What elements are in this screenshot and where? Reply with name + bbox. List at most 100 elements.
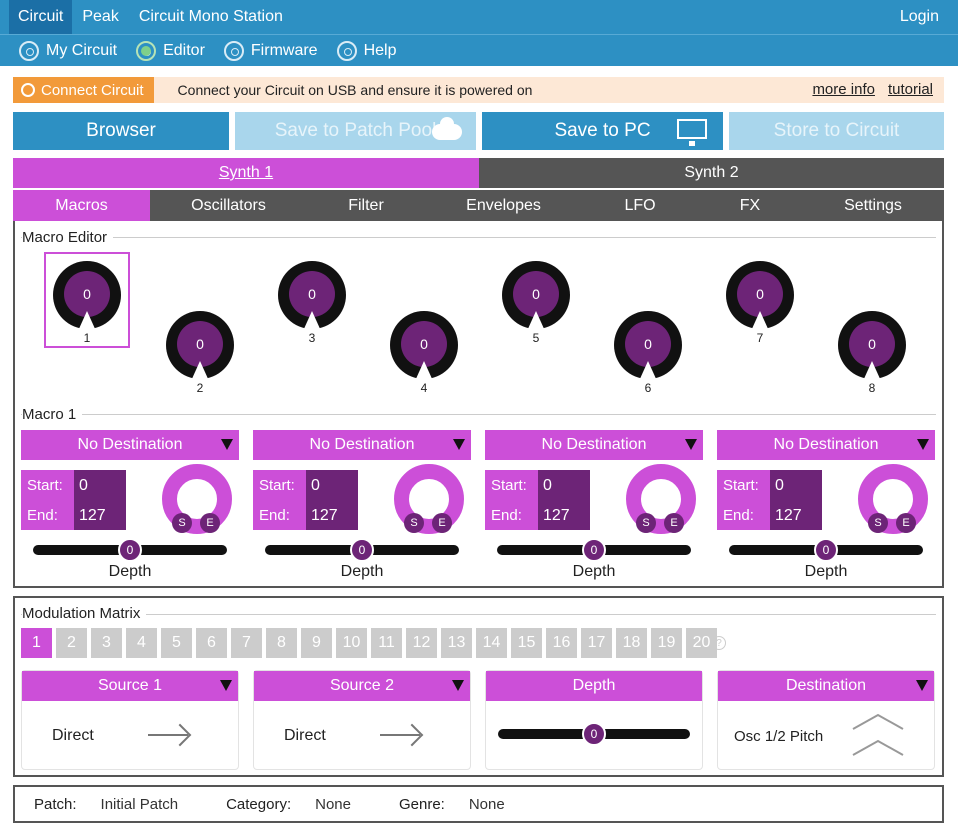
start-value[interactable]: 0	[775, 477, 784, 494]
start-handle[interactable]: S	[636, 513, 656, 533]
start-handle[interactable]: S	[172, 513, 192, 533]
start-value[interactable]: 0	[311, 477, 320, 494]
tab-settings[interactable]: Settings	[844, 196, 902, 214]
knob-dial[interactable]: 0	[838, 311, 906, 381]
depth-thumb[interactable]: 0	[350, 538, 374, 562]
macro-knob-1[interactable]: 0 1	[44, 252, 130, 348]
mod-slot-10[interactable]: 10	[336, 628, 367, 658]
end-value[interactable]: 127	[775, 507, 802, 524]
tutorial-link[interactable]: tutorial	[887, 81, 933, 98]
mod-slot-4[interactable]: 4	[126, 628, 157, 658]
end-handle[interactable]: E	[664, 513, 684, 533]
macro-knob-3[interactable]: 0 3	[272, 261, 352, 345]
mod-slot-8[interactable]: 8	[266, 628, 297, 658]
save-to-patch-pool-button[interactable]: Save to Patch Pool	[235, 112, 476, 150]
nav-my-circuit[interactable]: My Circuit	[19, 40, 117, 61]
tab-synth-2[interactable]: Synth 2	[479, 158, 944, 188]
start-value[interactable]: 0	[543, 477, 552, 494]
mod-slot-3[interactable]: 3	[91, 628, 122, 658]
macro-knob-4[interactable]: 0 4	[384, 311, 464, 395]
mod-depth-thumb[interactable]: 0	[582, 722, 606, 746]
mod-slot-2[interactable]: 2	[56, 628, 87, 658]
knob-dial[interactable]: 0	[278, 261, 346, 331]
source-1-select[interactable]: Source 1	[22, 671, 238, 701]
top-nav: Circuit Peak Circuit Mono Station Login	[0, 0, 958, 34]
nav-circuit[interactable]: Circuit	[9, 0, 73, 34]
start-handle[interactable]: S	[404, 513, 424, 533]
login-link[interactable]: Login	[899, 8, 939, 25]
help-question-icon[interactable]: ?	[712, 636, 726, 650]
destination-select[interactable]: No Destination	[253, 430, 471, 460]
connect-circuit-button[interactable]: Connect Circuit	[13, 77, 154, 103]
nav-editor[interactable]: Editor	[136, 40, 205, 61]
end-value[interactable]: 127	[543, 507, 570, 524]
nav-help[interactable]: Help	[336, 40, 396, 61]
macro-knob-5[interactable]: 0 5	[496, 261, 576, 345]
mod-slot-18[interactable]: 18	[616, 628, 647, 658]
macro-knob-2[interactable]: 0 2	[160, 311, 240, 395]
mod-matrix-title: Modulation Matrix	[22, 605, 147, 622]
knob-dial[interactable]: 0	[502, 261, 570, 331]
knob-dial[interactable]: 0	[614, 311, 682, 381]
mod-slot-6[interactable]: 6	[196, 628, 227, 658]
save-to-pc-button[interactable]: Save to PC	[482, 112, 723, 150]
macro-knob-8[interactable]: 0 8	[832, 311, 912, 395]
depth-thumb[interactable]: 0	[814, 538, 838, 562]
destination-select[interactable]: No Destination	[21, 430, 239, 460]
category-label: Category:	[226, 795, 292, 813]
source-2-select[interactable]: Source 2	[254, 671, 470, 701]
tab-synth-1[interactable]: Synth 1	[13, 158, 479, 188]
macro-knob-7[interactable]: 0 7	[720, 261, 800, 345]
patch-label: Patch:	[34, 795, 77, 813]
tab-oscillators[interactable]: Oscillators	[191, 196, 266, 214]
mod-slot-12[interactable]: 12	[406, 628, 437, 658]
knob-dial[interactable]: 0	[390, 311, 458, 381]
browser-button[interactable]: Browser	[13, 112, 229, 150]
tab-fx[interactable]: FX	[739, 196, 761, 214]
source-1-value: Direct	[52, 727, 94, 744]
mod-slot-5[interactable]: 5	[161, 628, 192, 658]
destination-select[interactable]: Destination	[718, 671, 934, 701]
end-handle[interactable]: E	[896, 513, 916, 533]
destination-select[interactable]: No Destination	[717, 430, 935, 460]
mod-slot-19[interactable]: 19	[651, 628, 682, 658]
start-handle[interactable]: S	[868, 513, 888, 533]
mod-slot-1[interactable]: 1	[21, 628, 52, 658]
dropdown-arrow-icon	[685, 439, 697, 450]
mod-slot-7[interactable]: 7	[231, 628, 262, 658]
tab-envelopes[interactable]: Envelopes	[466, 196, 541, 214]
start-end-values	[770, 470, 822, 530]
macro-knob-6[interactable]: 0 6	[608, 311, 688, 395]
nav-firmware[interactable]: Firmware	[223, 40, 318, 61]
mod-slot-11[interactable]: 11	[371, 628, 402, 658]
mod-slot-13[interactable]: 13	[441, 628, 472, 658]
start-value[interactable]: 0	[79, 477, 88, 494]
destination-value: Osc 1/2 Pitch	[734, 728, 824, 745]
mod-slot-20[interactable]: 20	[686, 628, 717, 658]
nav-circuit-mono-station[interactable]: Circuit Mono Station	[138, 8, 283, 25]
depth-thumb[interactable]: 0	[118, 538, 142, 562]
mod-slot-17[interactable]: 17	[581, 628, 612, 658]
knob-dial[interactable]: 0	[166, 311, 234, 381]
end-value[interactable]: 127	[79, 507, 106, 524]
end-handle[interactable]: E	[432, 513, 452, 533]
more-info-link[interactable]: more info	[812, 81, 875, 98]
mod-slot-9[interactable]: 9	[301, 628, 332, 658]
mod-slot-14[interactable]: 14	[476, 628, 507, 658]
chevron-stepper-icon[interactable]	[851, 713, 905, 757]
mod-slot-16[interactable]: 16	[546, 628, 577, 658]
destination-select[interactable]: No Destination	[485, 430, 703, 460]
dropdown-arrow-icon	[221, 439, 233, 450]
tab-macros[interactable]: Macros	[13, 190, 150, 221]
end-value[interactable]: 127	[311, 507, 338, 524]
knob-dial[interactable]: 0	[53, 261, 121, 331]
tab-lfo[interactable]: LFO	[624, 196, 656, 214]
depth-thumb[interactable]: 0	[582, 538, 606, 562]
end-handle[interactable]: E	[200, 513, 220, 533]
nav-peak[interactable]: Peak	[82, 8, 119, 25]
mod-slot-15[interactable]: 15	[511, 628, 542, 658]
knob-dial[interactable]: 0	[726, 261, 794, 331]
tab-filter[interactable]: Filter	[348, 196, 384, 214]
connect-notice: Connect Circuit Connect your Circuit on …	[13, 77, 944, 103]
store-to-circuit-button[interactable]: Store to Circuit	[729, 112, 944, 150]
